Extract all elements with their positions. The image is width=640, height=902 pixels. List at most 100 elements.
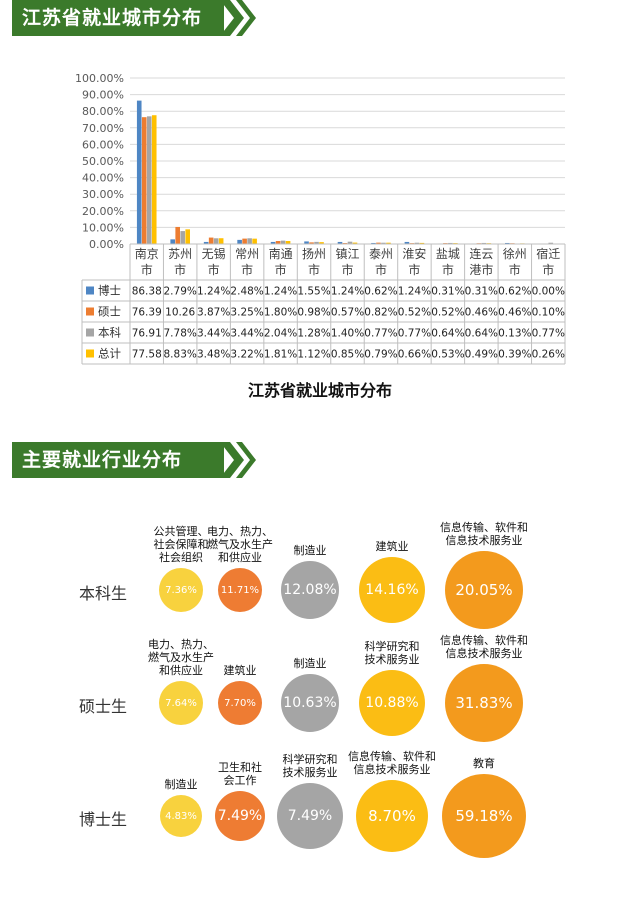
x-tick-label: 市 bbox=[341, 262, 353, 277]
data-label: 0.77% bbox=[398, 328, 431, 340]
x-tick-label: 市 bbox=[275, 262, 287, 277]
bar-本科 bbox=[146, 116, 152, 244]
bubble-caption: 电力、热力、 燃气及水生产 和供应业 bbox=[121, 638, 241, 677]
bubble-value: 20.05% bbox=[455, 581, 513, 599]
bar-本科 bbox=[347, 241, 353, 244]
bar-博士 bbox=[203, 241, 209, 244]
bar-硕士 bbox=[208, 237, 214, 244]
bubble-caption: 信息传输、软件和 信息技术服务业 bbox=[332, 750, 452, 776]
data-label: 10.26 bbox=[165, 307, 195, 319]
y-tick-label: 80.00% bbox=[82, 105, 124, 118]
industry-bubble: 14.16% bbox=[359, 557, 425, 623]
caption-line: 信息技术服务业 bbox=[445, 534, 523, 547]
data-label: 0.46% bbox=[498, 307, 531, 319]
y-tick-label: 90.00% bbox=[82, 89, 124, 102]
bubble-caption: 科学研究和 技术服务业 bbox=[250, 753, 370, 779]
bubble-value: 8.70% bbox=[368, 807, 416, 825]
data-label: 0.64% bbox=[431, 328, 464, 340]
data-label: 0.64% bbox=[465, 328, 498, 340]
bubble-caption: 电力、热力、 燃气及水生产 和供应业 bbox=[180, 525, 300, 564]
caption-line: 科学研究和 bbox=[364, 640, 420, 653]
data-label: 1.12% bbox=[297, 349, 330, 361]
data-label: 1.55% bbox=[297, 286, 330, 298]
data-label: 0.98% bbox=[297, 307, 330, 319]
data-label: 0.26% bbox=[532, 349, 565, 361]
data-label: 1.24% bbox=[264, 286, 297, 298]
data-label: 7.78% bbox=[164, 328, 197, 340]
bubble-value: 14.16% bbox=[365, 582, 419, 598]
bar-本科 bbox=[548, 242, 554, 244]
x-tick-label: 市 bbox=[141, 262, 153, 277]
industry-bubble: 7.36% bbox=[159, 568, 203, 612]
bubble-caption: 公共管理、 社会保障和 社会组织 bbox=[121, 525, 241, 564]
data-label: 0.82% bbox=[364, 307, 397, 319]
x-tick-label: 市 bbox=[442, 262, 454, 277]
banner-bar bbox=[12, 442, 224, 478]
caption-line: 教育 bbox=[473, 757, 495, 770]
y-tick-label: 60.00% bbox=[82, 138, 124, 151]
caption-line: 电力、热力、 bbox=[207, 525, 273, 538]
bubble-value: 11.71% bbox=[220, 584, 260, 596]
caption-line: 制造业 bbox=[293, 657, 327, 670]
legend-label: 总计 bbox=[98, 347, 121, 361]
x-tick-label: 宿迁 bbox=[536, 246, 560, 261]
bubble-value: 10.63% bbox=[283, 695, 337, 711]
bubble-value: 10.88% bbox=[365, 695, 419, 711]
y-tick-label: 40.00% bbox=[82, 172, 124, 185]
bar-博士 bbox=[371, 242, 376, 244]
x-tick-label: 港市 bbox=[469, 262, 493, 277]
industry-bubble: 7.49% bbox=[277, 783, 343, 849]
section-banner-city: 江苏省就业城市分布 bbox=[12, 0, 256, 36]
bubble-caption: 信息传输、软件和 信息技术服务业 bbox=[424, 521, 544, 547]
x-tick-label: 泰州 bbox=[369, 247, 393, 261]
caption-line: 科学研究和 bbox=[282, 753, 338, 766]
bubble-caption: 制造业 bbox=[250, 544, 370, 557]
industry-bubble: 59.18% bbox=[442, 774, 526, 858]
industry-bubble: 31.83% bbox=[445, 664, 523, 742]
y-tick-label: 30.00% bbox=[82, 188, 124, 201]
industry-bubble: 7.64% bbox=[159, 681, 203, 725]
caption-line: 信息传输、软件和 bbox=[440, 634, 528, 647]
bar-博士 bbox=[505, 242, 510, 244]
bar-硕士 bbox=[309, 242, 314, 244]
bubble-caption: 建筑业 bbox=[180, 664, 300, 677]
caption-line: 技术服务业 bbox=[282, 766, 338, 779]
bubble-value: 7.36% bbox=[165, 584, 197, 596]
caption-line: 技术服务业 bbox=[364, 653, 420, 666]
bar-本科 bbox=[381, 242, 386, 244]
caption-line: 信息传输、软件和 bbox=[440, 521, 528, 534]
x-tick-label: 苏州 bbox=[168, 247, 192, 261]
caption-line: 电力、热力、 bbox=[148, 638, 214, 651]
bubble-value: 7.49% bbox=[287, 808, 333, 824]
data-label: 8.83% bbox=[164, 349, 197, 361]
caption-line: 和供应业 bbox=[159, 664, 203, 677]
data-label: 0.13% bbox=[498, 328, 531, 340]
industry-bubble: 4.83% bbox=[160, 795, 202, 837]
data-label: 0.31% bbox=[465, 286, 498, 298]
bar-本科 bbox=[314, 241, 319, 244]
data-label: 1.40% bbox=[331, 328, 364, 340]
bubble-value: 12.08% bbox=[283, 582, 337, 598]
bar-总计 bbox=[386, 242, 391, 244]
data-label: 0.57% bbox=[331, 307, 364, 319]
caption-line: 会工作 bbox=[223, 774, 257, 787]
caption-line: 信息技术服务业 bbox=[353, 763, 431, 776]
data-label: 0.77% bbox=[532, 328, 565, 340]
bar-本科 bbox=[213, 238, 219, 244]
bar-博士 bbox=[136, 100, 142, 245]
legend-label: 硕士 bbox=[98, 305, 121, 319]
bubble-value: 31.83% bbox=[455, 694, 513, 712]
data-label: 3.44% bbox=[230, 328, 263, 340]
bar-总计 bbox=[151, 115, 157, 245]
bubble-caption: 科学研究和 技术服务业 bbox=[332, 640, 452, 666]
data-label: 86.38 bbox=[132, 286, 162, 298]
data-label: 0.10% bbox=[532, 307, 565, 319]
city-bar-chart: 0.00% 10.00% 20.00% 30.00% 40.00% 50.00% 60.00… bbox=[75, 72, 566, 365]
y-tick-label: 100.00% bbox=[75, 72, 124, 85]
bar-博士 bbox=[404, 241, 410, 244]
y-tick-label: 70.00% bbox=[82, 122, 124, 135]
bubble-caption: 教育 bbox=[424, 757, 544, 770]
data-label: 0.85% bbox=[331, 349, 364, 361]
bubble-value: 7.70% bbox=[224, 697, 256, 709]
x-tick-label: 市 bbox=[509, 262, 521, 277]
